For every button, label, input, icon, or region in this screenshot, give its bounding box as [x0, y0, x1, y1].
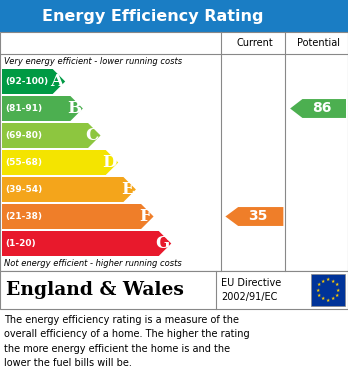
Text: ★: ★: [321, 279, 325, 283]
Polygon shape: [2, 204, 153, 229]
Text: Not energy efficient - higher running costs: Not energy efficient - higher running co…: [4, 260, 182, 269]
Text: ★: ★: [335, 282, 339, 287]
Text: EU Directive
2002/91/EC: EU Directive 2002/91/EC: [221, 278, 281, 301]
Text: ★: ★: [326, 298, 330, 303]
Text: 86: 86: [312, 102, 331, 115]
Text: (92-100): (92-100): [5, 77, 48, 86]
Text: ★: ★: [331, 296, 335, 301]
Text: Energy Efficiency Rating: Energy Efficiency Rating: [42, 9, 264, 23]
Polygon shape: [226, 207, 283, 226]
Text: The energy efficiency rating is a measure of the
overall efficiency of a home. T: The energy efficiency rating is a measur…: [4, 315, 250, 368]
Text: F: F: [139, 208, 151, 225]
Bar: [311, 274, 345, 306]
Text: D: D: [102, 154, 117, 171]
Polygon shape: [2, 69, 65, 94]
Polygon shape: [2, 150, 118, 175]
Polygon shape: [2, 177, 136, 202]
Text: ★: ★: [317, 292, 321, 298]
Text: Current: Current: [236, 38, 273, 48]
Polygon shape: [2, 96, 83, 121]
Text: ★: ★: [331, 279, 335, 283]
Text: ★: ★: [316, 287, 320, 292]
Bar: [0, 0, 348, 32]
Text: (55-68): (55-68): [5, 158, 42, 167]
Text: ★: ★: [326, 277, 330, 282]
Text: ★: ★: [317, 282, 321, 287]
Text: (81-91): (81-91): [5, 104, 42, 113]
Text: England & Wales: England & Wales: [6, 281, 184, 299]
Text: (21-38): (21-38): [5, 212, 42, 221]
Polygon shape: [290, 99, 346, 118]
Text: (69-80): (69-80): [5, 131, 42, 140]
Bar: [0, 32, 348, 271]
Text: (39-54): (39-54): [5, 185, 42, 194]
Text: ★: ★: [336, 287, 340, 292]
Text: Very energy efficient - lower running costs: Very energy efficient - lower running co…: [4, 57, 182, 66]
Text: ★: ★: [321, 296, 325, 301]
Text: (1-20): (1-20): [5, 239, 35, 248]
Text: Potential: Potential: [296, 38, 340, 48]
Text: ★: ★: [335, 292, 339, 298]
Text: 35: 35: [248, 210, 268, 224]
Text: A: A: [50, 73, 63, 90]
Polygon shape: [2, 123, 101, 148]
Polygon shape: [2, 231, 171, 256]
Text: E: E: [121, 181, 134, 198]
Text: B: B: [67, 100, 81, 117]
Bar: [0, 271, 348, 309]
Text: G: G: [156, 235, 169, 252]
Text: C: C: [85, 127, 98, 144]
